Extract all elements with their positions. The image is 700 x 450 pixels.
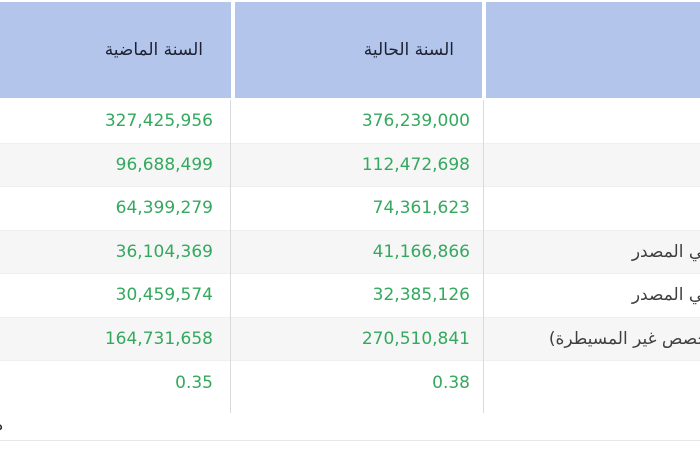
row-label-cell — [486, 187, 700, 230]
current-year-value: 74,361,623 — [372, 198, 470, 219]
previous-year-value: 96,688,499 — [115, 154, 213, 175]
previous-year-value: 164,731,658 — [104, 328, 213, 349]
row-label-cell: حصص غير المسيطرة) — [486, 318, 700, 361]
row-label-cell: ـي المصدر — [486, 274, 700, 317]
row-label-cell: ـي المصدر — [486, 231, 700, 274]
table-header-row: السنة الماضية السنة الحالية — [0, 2, 700, 98]
current-year-header-label: السنة الحالية — [363, 40, 454, 60]
row-label-cell — [486, 361, 700, 405]
column-divider-previous — [230, 100, 231, 413]
table-row: 327,425,956 376,239,000 — [0, 100, 700, 144]
row-label: ـي المصدر — [631, 285, 700, 306]
header-cell-previous-year: السنة الماضية — [0, 2, 231, 98]
previous-year-value: 30,459,574 — [115, 285, 213, 306]
row-label-cell — [486, 144, 700, 187]
current-year-value: 32,385,126 — [372, 285, 470, 306]
table-row: 0.35 0.38 — [0, 361, 700, 405]
row-label: حصص غير المسيطرة) — [548, 328, 700, 349]
previous-year-value: 0.35 — [175, 372, 213, 393]
current-year-value: 0.38 — [432, 372, 470, 393]
row-label-cell — [486, 100, 700, 143]
header-cell-item — [486, 2, 700, 98]
row-label: ـي المصدر — [631, 241, 700, 262]
header-cell-current-year: السنة الحالية — [235, 2, 482, 98]
previous-year-value: 36,104,369 — [115, 241, 213, 262]
table-row: 36,104,369 41,166,866 ـي المصدر — [0, 230, 700, 274]
bottom-divider — [0, 440, 700, 441]
column-divider-current — [483, 100, 484, 413]
current-year-value: 376,239,000 — [361, 111, 470, 132]
table-body: 327,425,956 376,239,000 96,688,499 112,4… — [0, 100, 700, 413]
current-year-value: 270,510,841 — [361, 328, 470, 349]
clipped-text-fragment: ه — [0, 414, 3, 435]
previous-year-value: 64,399,279 — [115, 198, 213, 219]
table-row: 30,459,574 32,385,126 ـي المصدر — [0, 274, 700, 318]
previous-year-header-label: السنة الماضية — [104, 40, 203, 60]
table-row: 96,688,499 112,472,698 — [0, 143, 700, 187]
previous-year-value: 327,425,956 — [104, 111, 213, 132]
table-row: 164,731,658 270,510,841 حصص غير المسيطرة… — [0, 317, 700, 361]
table-row: 64,399,279 74,361,623 — [0, 187, 700, 231]
current-year-value: 112,472,698 — [361, 154, 470, 175]
current-year-value: 41,166,866 — [372, 241, 470, 262]
